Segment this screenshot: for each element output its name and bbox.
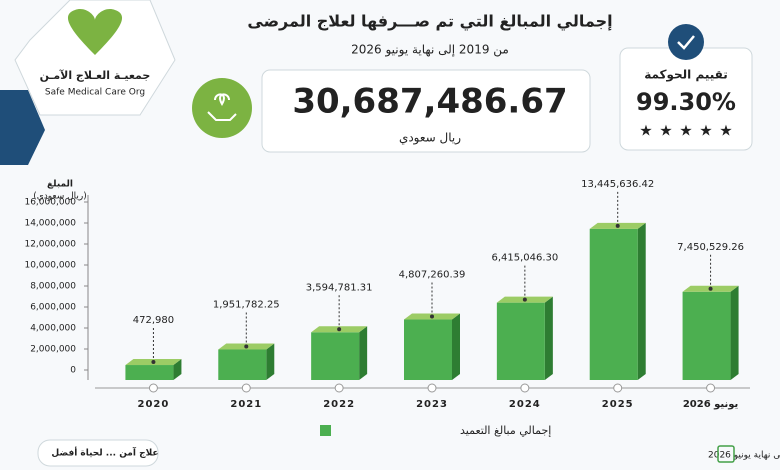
svg-text:★: ★ (679, 122, 692, 140)
bar-side (173, 359, 182, 380)
legend-label: إجمالي مبالغ التعميد (460, 424, 551, 437)
footer-note: الأرقام حتى نهاية يونيو 2026 (708, 449, 780, 461)
bar (311, 332, 360, 380)
y-unit: (ريال سعودي) (33, 192, 87, 202)
subtitle: من 2019 إلى نهاية يونيو 2026 (351, 43, 509, 58)
x-tick (148, 383, 158, 393)
bar (404, 319, 452, 380)
bar-side (544, 296, 553, 380)
bar-side (266, 343, 275, 380)
value-label: 4,807,260.39 (399, 270, 466, 281)
y-tick-label: 10,000,000 (24, 261, 76, 271)
x-tick-label: 2022 (323, 399, 355, 410)
bar (496, 302, 545, 380)
bar (682, 291, 731, 380)
y-tick-label: 14,000,000 (24, 219, 76, 229)
svg-text:★: ★ (719, 122, 732, 140)
governance-score: 99.30% (636, 88, 736, 116)
x-tick (427, 383, 437, 393)
calendar-icon (717, 445, 735, 463)
x-tick-label: 2024 (509, 399, 541, 410)
y-tick-label: 6,000,000 (30, 303, 76, 313)
x-tick-label: 2021 (230, 399, 262, 410)
stars: ★ ★ ★ ★ ★ (639, 122, 732, 140)
total-icon-glyph (207, 93, 237, 121)
x-tick (520, 383, 530, 393)
y-tick-label: 4,000,000 (30, 324, 76, 334)
value-label: 1,951,782.25 (213, 300, 280, 311)
bar (218, 349, 267, 380)
governance-label: تقييم الحوكمة (644, 68, 728, 83)
value-label: 6,415,046.30 (491, 253, 558, 264)
y-tick-label: 16,000,000 (24, 198, 76, 208)
y-tick-label: 0 (70, 366, 76, 376)
x-tick-label: يونيو 2026 (683, 399, 739, 410)
value-label: 3,594,781.31 (306, 282, 373, 293)
currency: ريال سعودي (399, 131, 461, 146)
leader-dot (615, 223, 620, 228)
value-label: 7,450,529.26 (677, 242, 744, 253)
leader-dot (244, 344, 249, 349)
y-label: المبلغ (47, 180, 73, 190)
leader-dot (337, 327, 342, 332)
title: إجمالي المبالغ التي تم صـــرفها لعلاج ال… (247, 12, 612, 32)
org-name-ar: جمعيـة العـلاج الآمـن (40, 69, 151, 83)
y-tick-label: 2,000,000 (30, 345, 76, 355)
x-tick (706, 383, 716, 393)
total-icon (192, 78, 252, 138)
bar-side (359, 326, 368, 380)
x-tick-label: 2025 (602, 399, 634, 410)
bar (125, 365, 174, 380)
org-name-en: Safe Medical Care Org (45, 88, 145, 98)
leader-dot (151, 360, 156, 365)
total: 30,687,486.67 (292, 82, 567, 122)
value-label: 13,445,636.42 (581, 179, 654, 190)
leader-dot (430, 314, 434, 319)
legend-swatch (320, 425, 331, 436)
logo-heart (67, 9, 123, 56)
value-label: 472,980 (133, 315, 174, 326)
y-tick-label: 8,000,000 (30, 282, 76, 292)
shield-icon (668, 24, 704, 60)
x-tick (241, 383, 251, 393)
bar-side (730, 285, 739, 380)
total-card (261, 69, 591, 153)
decor (0, 90, 45, 165)
svg-text:★: ★ (659, 122, 672, 140)
svg-text:★: ★ (699, 122, 712, 140)
svg-text:★: ★ (639, 122, 652, 140)
x-tick-label: 2023 (416, 399, 448, 410)
x-tick (613, 383, 623, 393)
y-tick-label: 12,000,000 (24, 240, 76, 250)
leader-dot (522, 297, 527, 302)
logo-hex (14, 0, 176, 116)
bar (589, 228, 638, 380)
leader-dot (708, 286, 713, 291)
slogan-pill (37, 439, 159, 467)
bar-side (452, 313, 460, 380)
x-tick (334, 383, 344, 393)
slogan: علاج آمن ... لحياة أفضل (51, 447, 158, 459)
bar-side (637, 222, 646, 380)
shield-check (677, 35, 695, 50)
x-tick-label: 2020 (138, 399, 170, 410)
